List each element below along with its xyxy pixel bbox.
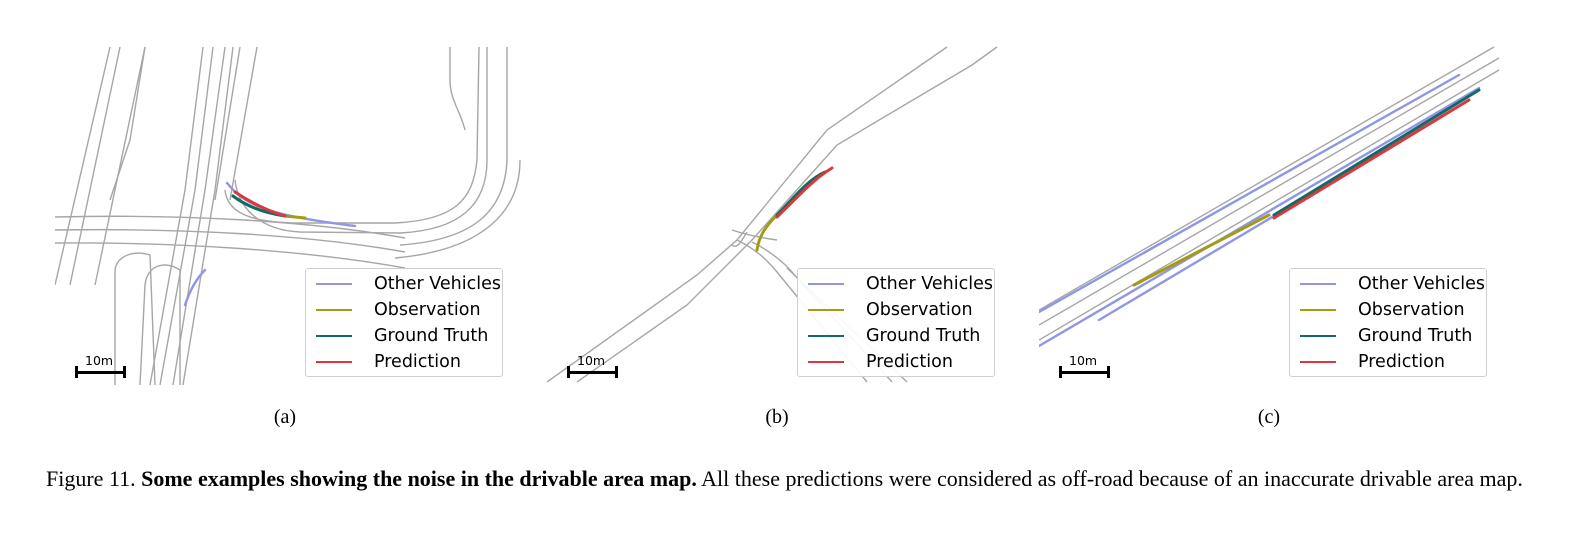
- prediction-track: [1272, 98, 1471, 220]
- legend-label: Other Vehicles: [1358, 274, 1485, 294]
- panel-c-label: (c): [1257, 406, 1281, 428]
- legend-item-other-vehicles: Other Vehicles: [1300, 271, 1485, 297]
- legend-swatch: [1300, 282, 1336, 286]
- legend-item-observation: Observation: [316, 297, 481, 323]
- legend-label: Prediction: [1358, 352, 1445, 372]
- observation-track: [283, 214, 307, 220]
- legend: Other Vehicles Observation Ground Truth …: [797, 268, 995, 377]
- scale-bar-tick: [75, 366, 78, 378]
- scale-bar-tick: [615, 366, 618, 378]
- legend-item-ground-truth: Ground Truth: [1300, 323, 1472, 349]
- observation-track: [755, 213, 779, 252]
- legend-item-observation: Observation: [1300, 297, 1465, 323]
- legend-label: Ground Truth: [1358, 326, 1473, 346]
- scale-bar-line: [75, 371, 125, 374]
- legend-swatch: [316, 308, 352, 312]
- panel-b: Other Vehicles Observation Ground Truth …: [547, 40, 1017, 392]
- caption-title: Some examples showing the noise in the d…: [141, 466, 697, 491]
- legend-item-ground-truth: Ground Truth: [808, 323, 980, 349]
- prediction-track: [775, 166, 834, 219]
- other-vehicle-track-2: [1039, 86, 1481, 348]
- legend-label: Ground Truth: [866, 326, 981, 346]
- figure-caption: Figure 11. Some examples showing the noi…: [46, 462, 1546, 495]
- legend-label: Prediction: [866, 352, 953, 372]
- legend-swatch: [1300, 334, 1336, 338]
- panel-a-label: (a): [273, 406, 297, 428]
- legend-item-other-vehicles: Other Vehicles: [808, 271, 993, 297]
- legend: Other Vehicles Observation Ground Truth …: [1289, 268, 1487, 377]
- road-lines: [1039, 46, 1500, 341]
- scale-bar-tick: [1107, 366, 1110, 378]
- legend-swatch: [808, 308, 844, 312]
- trajectories: [755, 166, 834, 252]
- panel-a: Other Vehicles Observation Ground Truth …: [55, 40, 525, 392]
- legend-item-observation: Observation: [808, 297, 973, 323]
- scale-bar-tick: [1059, 366, 1062, 378]
- prediction-track: [233, 190, 287, 218]
- other-vehicle-track-1: [1039, 73, 1461, 314]
- scale-bar: 10m: [1059, 353, 1119, 383]
- legend-item-ground-truth: Ground Truth: [316, 323, 488, 349]
- scale-bar-tick: [123, 366, 126, 378]
- legend-swatch: [316, 360, 352, 364]
- legend-label: Prediction: [374, 352, 461, 372]
- panel-a-plot: [55, 46, 521, 386]
- legend-item-prediction: Prediction: [1300, 349, 1445, 375]
- legend-item-other-vehicles: Other Vehicles: [316, 271, 501, 297]
- caption-body: All these predictions were considered as…: [701, 466, 1523, 491]
- legend-label: Observation: [374, 300, 481, 320]
- legend-label: Observation: [1358, 300, 1465, 320]
- legend-swatch: [316, 282, 352, 286]
- panel-c: Other Vehicles Observation Ground Truth …: [1039, 40, 1509, 392]
- caption-label: Figure 11.: [46, 466, 136, 491]
- legend-label: Ground Truth: [374, 326, 489, 346]
- legend-swatch: [808, 360, 844, 364]
- legend-swatch: [808, 282, 844, 286]
- legend-item-prediction: Prediction: [316, 349, 461, 375]
- legend-label: Other Vehicles: [374, 274, 501, 294]
- scale-bar: 10m: [75, 353, 135, 383]
- legend: Other Vehicles Observation Ground Truth …: [305, 268, 503, 377]
- legend-label: Observation: [866, 300, 973, 320]
- scale-bar-line: [567, 371, 617, 374]
- scale-bar-label: 10m: [85, 353, 114, 368]
- scale-bar: 10m: [567, 353, 627, 383]
- other-vehicle-track-2: [183, 268, 207, 307]
- ground-truth-track: [1272, 88, 1481, 217]
- legend-swatch: [316, 334, 352, 338]
- trajectories: [183, 181, 357, 307]
- legend-swatch: [808, 334, 844, 338]
- legend-label: Other Vehicles: [866, 274, 993, 294]
- scale-bar-label: 10m: [1069, 353, 1098, 368]
- panel-c-plot: [1039, 46, 1500, 348]
- trajectories: [1039, 73, 1481, 348]
- legend-item-prediction: Prediction: [808, 349, 953, 375]
- scale-bar-label: 10m: [577, 353, 606, 368]
- legend-swatch: [1300, 360, 1336, 364]
- scale-bar-tick: [567, 366, 570, 378]
- scale-bar-line: [1059, 371, 1109, 374]
- panel-b-label: (b): [765, 406, 789, 428]
- legend-swatch: [1300, 308, 1336, 312]
- road-lines: [55, 46, 521, 386]
- observation-track: [1132, 213, 1271, 287]
